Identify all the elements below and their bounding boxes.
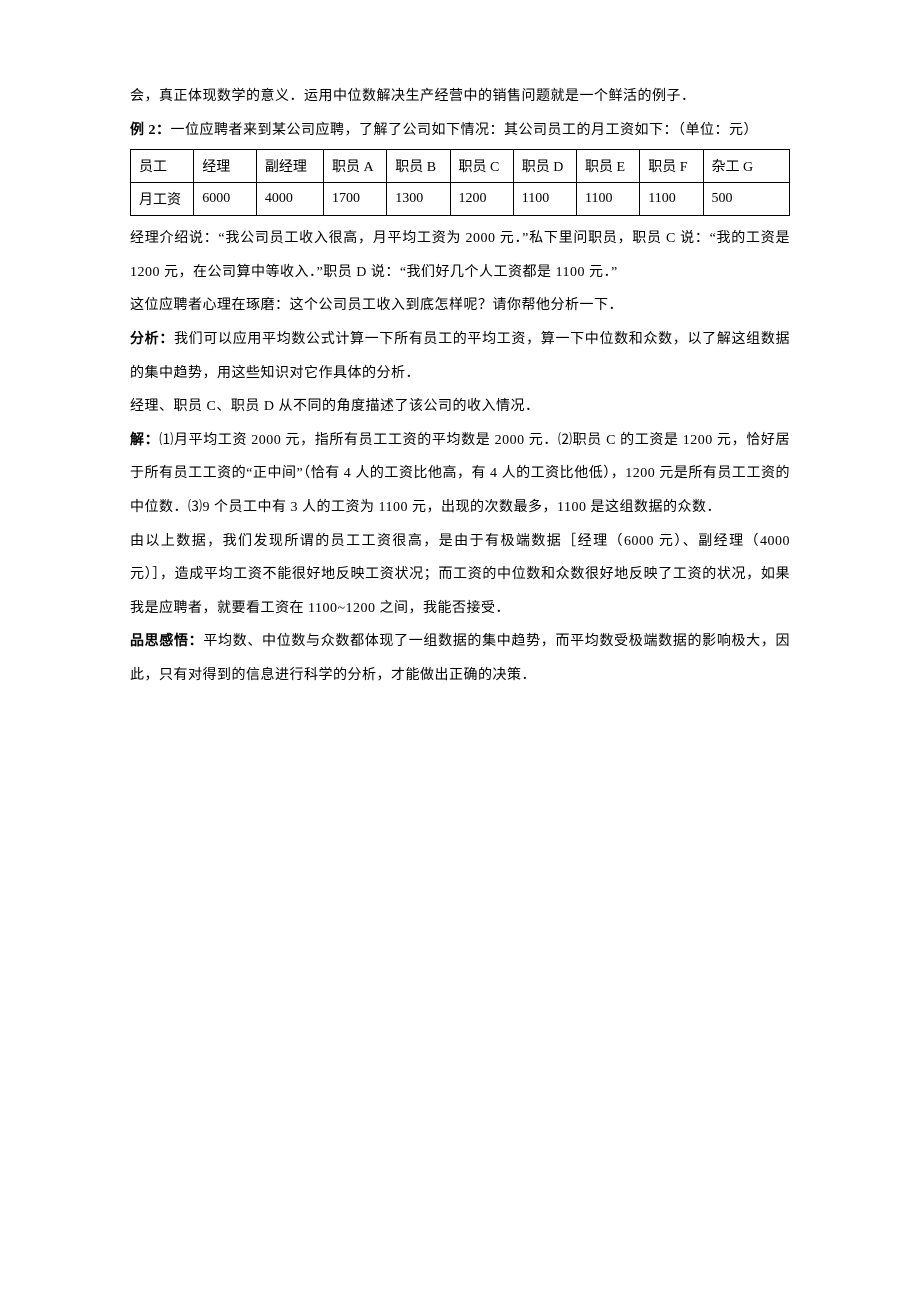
table-cell: 经理 — [194, 150, 257, 183]
table-row: 员工经理副经理职员 A职员 B职员 C职员 D职员 E职员 F杂工 G — [131, 150, 790, 183]
document-content: 会，真正体现数学的意义．运用中位数解决生产经营中的销售问题就是一个鲜活的例子． … — [130, 80, 790, 693]
salary-table: 员工经理副经理职员 A职员 B职员 C职员 D职员 E职员 F杂工 G月工资60… — [130, 149, 790, 216]
table-cell: 4000 — [256, 183, 323, 216]
solution-label: 解： — [130, 433, 159, 448]
table-cell: 职员 E — [577, 150, 640, 183]
paragraph-question: 这位应聘者心理在琢磨：这个公司员工收入到底怎样呢？请你帮他分析一下． — [130, 289, 790, 323]
table-cell: 职员 B — [387, 150, 450, 183]
table-cell: 杂工 G — [703, 150, 789, 183]
table-cell: 1100 — [640, 183, 703, 216]
table-cell: 副经理 — [256, 150, 323, 183]
table-cell: 职员 C — [450, 150, 513, 183]
table-cell: 月工资 — [131, 183, 194, 216]
paragraph-analysis: 分析：我们可以应用平均数公式计算一下所有员工的平均工资，算一下中位数和众数，以了… — [130, 323, 790, 390]
reflection-label: 品思感悟： — [130, 634, 203, 649]
example-2-label: 例 2： — [130, 123, 171, 138]
example-2-text: 一位应聘者来到某公司应聘，了解了公司如下情况：其公司员工的月工资如下：（单位：元… — [171, 123, 759, 138]
paragraph-conclusion: 由以上数据，我们发现所谓的员工工资很高，是由于有极端数据［经理（6000 元）、… — [130, 525, 790, 626]
solution-text: ⑴月平均工资 2000 元，指所有员工工资的平均数是 2000 元．⑵职员 C … — [130, 433, 790, 515]
table-cell: 500 — [703, 183, 789, 216]
table-cell: 1700 — [324, 183, 387, 216]
table-cell: 1100 — [513, 183, 576, 216]
table-cell: 员工 — [131, 150, 194, 183]
table-cell: 职员 D — [513, 150, 576, 183]
table-cell: 1300 — [387, 183, 450, 216]
reflection-text: 平均数、中位数与众数都体现了一组数据的集中趋势，而平均数受极端数据的影响极大，因… — [130, 634, 790, 683]
salary-table-body: 员工经理副经理职员 A职员 B职员 C职员 D职员 E职员 F杂工 G月工资60… — [131, 150, 790, 216]
table-cell: 1200 — [450, 183, 513, 216]
table-cell: 1100 — [577, 183, 640, 216]
table-cell: 职员 A — [324, 150, 387, 183]
table-row: 月工资60004000170013001200110011001100500 — [131, 183, 790, 216]
paragraph-solution: 解：⑴月平均工资 2000 元，指所有员工工资的平均数是 2000 元．⑵职员 … — [130, 424, 790, 525]
table-cell: 职员 F — [640, 150, 703, 183]
paragraph-example-2: 例 2：一位应聘者来到某公司应聘，了解了公司如下情况：其公司员工的月工资如下：（… — [130, 114, 790, 148]
paragraph-intro: 会，真正体现数学的意义．运用中位数解决生产经营中的销售问题就是一个鲜活的例子． — [130, 80, 790, 114]
paragraph-perspectives: 经理、职员 C、职员 D 从不同的角度描述了该公司的收入情况． — [130, 390, 790, 424]
paragraph-reflection: 品思感悟：平均数、中位数与众数都体现了一组数据的集中趋势，而平均数受极端数据的影… — [130, 625, 790, 692]
analysis-label: 分析： — [130, 332, 174, 347]
analysis-text: 我们可以应用平均数公式计算一下所有员工的平均工资，算一下中位数和众数，以了解这组… — [130, 332, 790, 381]
paragraph-quotes: 经理介绍说：“我公司员工收入很高，月平均工资为 2000 元．”私下里问职员，职… — [130, 222, 790, 289]
table-cell: 6000 — [194, 183, 257, 216]
